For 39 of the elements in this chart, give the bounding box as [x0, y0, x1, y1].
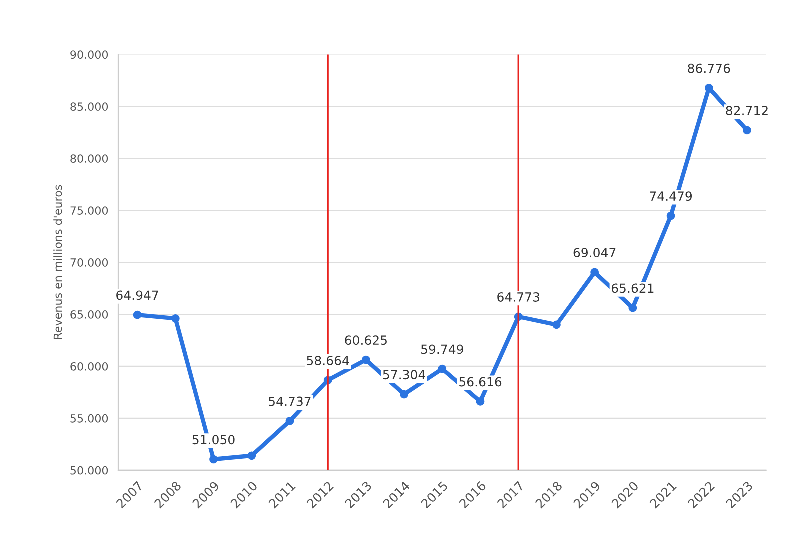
point	[171, 314, 180, 323]
point	[438, 364, 447, 374]
point	[210, 455, 218, 464]
point	[476, 397, 485, 406]
data-label: 65.621	[612, 284, 654, 294]
y-tick-label: 75.000	[70, 206, 108, 215]
point	[552, 320, 561, 330]
point	[248, 452, 256, 460]
data-label: 60.625	[345, 336, 387, 346]
point	[704, 84, 714, 92]
data-label: 54.737	[269, 396, 311, 406]
data-label: 57.304	[383, 370, 426, 380]
y-tick-label: 90.000	[70, 50, 108, 60]
data-label: 56.616	[460, 377, 502, 387]
data-label: 59.749	[421, 344, 464, 354]
data-label: 82.712	[726, 106, 768, 116]
y-tick-label: 65.000	[70, 310, 108, 319]
y-tick-label: 55.000	[70, 414, 108, 423]
y-tick-label: 60.000	[70, 362, 108, 371]
data-label: 64.773	[498, 292, 540, 302]
y-tick-label: 80.000	[70, 154, 108, 164]
point	[590, 268, 599, 277]
y-tick-label: 70.000	[70, 258, 108, 267]
point	[362, 356, 370, 364]
data-label: 86.776	[688, 64, 730, 74]
data-label: 51.050	[192, 435, 235, 445]
data-label: 69.047	[574, 248, 616, 258]
point	[133, 310, 142, 320]
y-axis-title: Revenus en millions d'euros	[54, 185, 62, 340]
point	[666, 212, 676, 220]
data-label: 58.664	[307, 356, 350, 366]
point	[286, 417, 294, 426]
point	[628, 304, 638, 312]
point	[743, 126, 752, 135]
data-label: 64.947	[116, 290, 158, 300]
data-label: 74.479	[650, 192, 692, 202]
y-tick-label: 50.000	[70, 466, 108, 475]
y-tick-label: 85.000	[70, 102, 108, 112]
point	[400, 390, 408, 399]
